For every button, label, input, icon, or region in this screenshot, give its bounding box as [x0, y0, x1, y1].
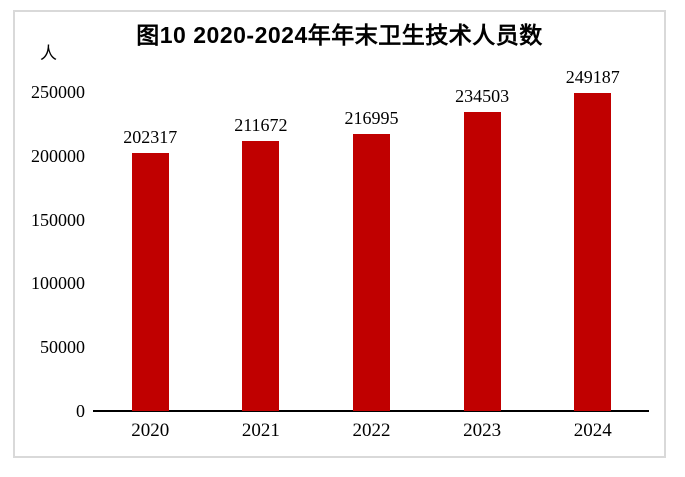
x-tick-label-2022: 2022: [352, 420, 391, 441]
x-axis-line: [93, 410, 649, 412]
x-tick-label-2024: 2024: [573, 420, 612, 441]
y-tick-label-250000: 250000: [31, 82, 85, 102]
y-tick-label-50000: 50000: [40, 337, 85, 358]
bar-2023: [463, 111, 501, 411]
bar-value-label-2024: 249187: [565, 67, 620, 88]
bar-value-label-2022: 216995: [344, 108, 399, 129]
y-tick-label-150000: 150000: [31, 209, 85, 230]
y-tick-label-100000: 100000: [31, 273, 85, 294]
x-tick-label-2023: 2023: [463, 420, 502, 441]
bar-2021: [242, 140, 280, 411]
x-tick-label-2021: 2021: [241, 420, 280, 441]
y-tick-label-200000: 200000: [31, 145, 85, 166]
bar-2022: [353, 134, 390, 411]
y-tick-label-0: 0: [76, 401, 85, 421]
chart-title: 图10 2020-2024年年末卫生技术人员数: [136, 22, 543, 48]
bar-value-label-2020: 202317: [123, 126, 178, 147]
y-axis-unit-label: 人: [40, 44, 57, 63]
bar-2024: [574, 93, 612, 411]
bar-2020: [131, 152, 169, 411]
bar-value-label-2023: 234503: [455, 85, 510, 106]
bar-value-label-2021: 211672: [234, 114, 288, 135]
chart-frame-border: [13, 10, 666, 458]
x-tick-label-2020: 2020: [131, 420, 170, 441]
